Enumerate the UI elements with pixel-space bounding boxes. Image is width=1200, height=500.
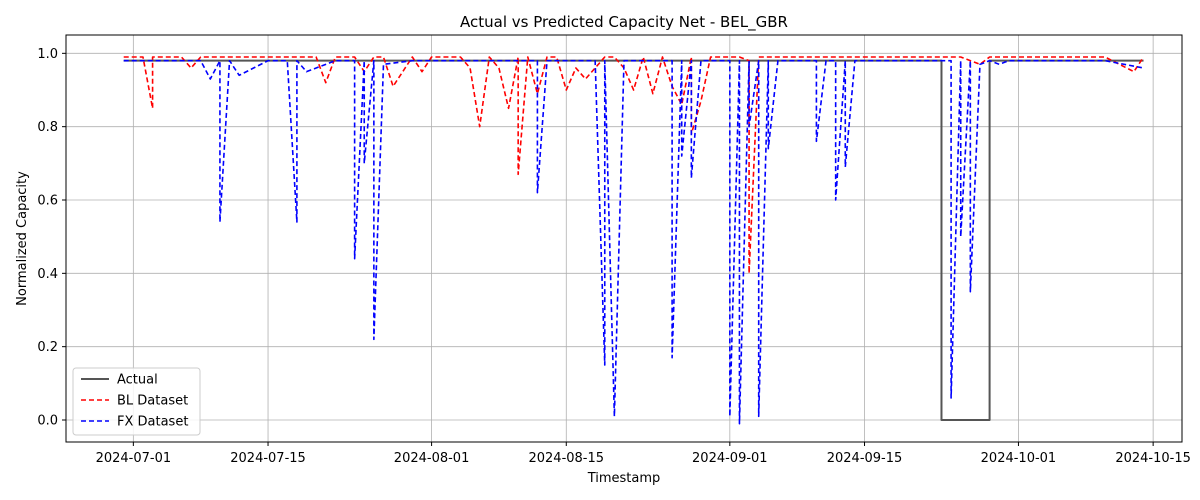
legend-label: Actual [117, 373, 158, 388]
y-tick-label: 0.8 [37, 120, 58, 135]
y-tick-label: 1.0 [37, 47, 58, 62]
x-axis: 2024-07-01 2024-07-15 2024-08-01 2024-08-15… [96, 442, 1191, 466]
grid [66, 35, 1182, 442]
x-tick-label: 2024-08-15 [528, 451, 604, 466]
legend-label: FX Dataset [117, 415, 188, 430]
x-tick-label: 2024-10-15 [1115, 451, 1191, 466]
legend-label: BL Dataset [117, 394, 188, 409]
y-tick-label: 0.4 [37, 267, 58, 282]
series-line-bl-dataset [123, 56, 1145, 275]
x-tick-label: 2024-08-01 [394, 451, 470, 466]
legend-box [72, 367, 201, 436]
x-tick-label: 2024-07-15 [230, 451, 306, 466]
y-tick-label: 0.2 [37, 340, 58, 355]
plot-area [123, 56, 1145, 425]
y-axis: 0.0 0.2 0.4 0.6 0.8 1.0 [37, 47, 66, 429]
plot-frame [65, 34, 1183, 443]
x-tick-label: 2024-09-15 [827, 451, 903, 466]
y-tick-label: 0.6 [37, 194, 58, 209]
chart-title: Actual vs Predicted Capacity Net - BEL_G… [460, 13, 788, 32]
legend: Actual BL Dataset FX Dataset [72, 367, 201, 436]
series-line-actual [123, 59, 1144, 421]
x-tick-label: 2024-09-01 [692, 451, 768, 466]
x-tick-label: 2024-10-01 [981, 451, 1057, 466]
series-line-fx-dataset [123, 59, 1144, 425]
y-tick-label: 0.0 [37, 414, 58, 429]
x-tick-label: 2024-07-01 [96, 451, 172, 466]
y-axis-label: Normalized Capacity [15, 171, 30, 306]
x-axis-label: Timestamp [587, 471, 661, 486]
